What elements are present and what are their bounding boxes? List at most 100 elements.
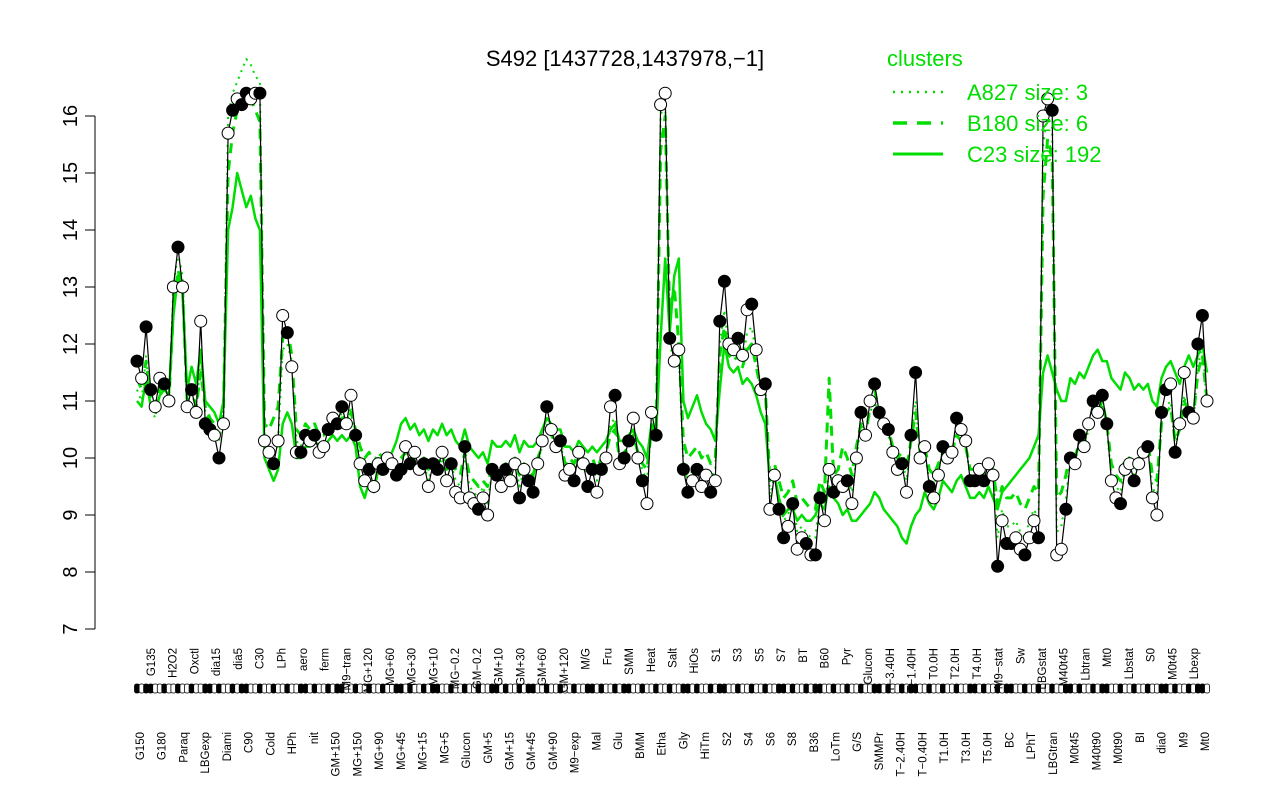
- x-tick-label: G180: [157, 732, 169, 760]
- data-point: [1104, 474, 1118, 488]
- data-point: [900, 485, 913, 499]
- x-tick-label: G135: [146, 648, 158, 676]
- data-point: [481, 508, 495, 522]
- data-point: [1077, 440, 1091, 454]
- data-point: [986, 468, 1000, 482]
- x-tick-label: Pyr: [841, 648, 853, 665]
- y-tick-label: 15: [60, 162, 82, 184]
- data-point: [845, 497, 859, 511]
- x-tick-label: T5.0H: [983, 732, 995, 763]
- data-point: [567, 474, 581, 488]
- x-tick-label: MG+150: [352, 732, 364, 776]
- y-tick-label: 8: [60, 566, 82, 577]
- data-point: [749, 343, 763, 357]
- x-tick-label: S4: [744, 731, 756, 746]
- data-point: [959, 434, 973, 448]
- x-tick-label: MG+90: [374, 732, 386, 770]
- data-point: [130, 354, 144, 368]
- data-point: [922, 480, 936, 493]
- data-point: [1068, 457, 1082, 471]
- x-tick-label: M9: [1178, 732, 1190, 748]
- legend-entry-label: B180 size: 6: [967, 111, 1088, 136]
- data-point: [535, 434, 549, 448]
- x-tick-label: S0: [1146, 648, 1158, 662]
- data-point: [663, 331, 677, 345]
- x-tick-label: GM+15: [505, 732, 517, 770]
- x-tick-label: M/G: [581, 648, 593, 670]
- x-tick-label: Sw: [1015, 647, 1027, 664]
- data-point: [1164, 377, 1178, 391]
- x-tick-label: Etha: [657, 731, 669, 755]
- data-point: [435, 445, 449, 459]
- x-tick-label: GM−0.2: [472, 648, 484, 689]
- data-point: [849, 451, 863, 465]
- x-tick-label: Mal: [591, 732, 603, 751]
- data-point: [135, 371, 149, 385]
- x-tick-label: MG−0.2: [450, 648, 462, 689]
- x-tick-label: T−3.40H: [885, 648, 897, 692]
- data-point: [339, 417, 353, 431]
- data-point: [604, 400, 617, 414]
- x-tick-label: T3.0H: [961, 732, 973, 763]
- x-tick-label: GM+150: [331, 732, 343, 776]
- x-tick-label: BMM: [635, 732, 647, 759]
- data-point: [1045, 103, 1059, 117]
- y-tick-label: 10: [60, 447, 82, 469]
- data-point: [881, 423, 895, 436]
- data-point: [777, 531, 791, 545]
- data-point: [840, 474, 854, 488]
- data-point: [995, 514, 1009, 528]
- x-tick-label: M9−exp: [570, 732, 582, 773]
- x-tick-label: GM+60: [537, 648, 549, 686]
- data-point: [344, 388, 358, 402]
- data-point: [285, 360, 299, 374]
- x-tick-label: GM+90: [548, 732, 560, 770]
- data-point: [872, 405, 886, 419]
- x-tick-label: T−0.40H: [917, 732, 929, 776]
- data-point: [189, 405, 203, 419]
- x-tick-label: Lbtran: [1081, 648, 1093, 681]
- data-point: [699, 468, 713, 482]
- x-tick-label: BT: [798, 648, 810, 663]
- x-tick-label: Glucon: [863, 648, 875, 684]
- data-point: [635, 474, 649, 488]
- x-tick-label: GM+30: [515, 648, 527, 686]
- x-tick-label: Lbexp: [1189, 648, 1201, 679]
- data-point: [1095, 388, 1109, 402]
- data-point: [1127, 474, 1141, 488]
- data-point: [631, 451, 645, 465]
- data-point: [522, 474, 536, 488]
- data-point: [271, 434, 285, 448]
- data-point: [708, 474, 722, 488]
- data-point: [157, 377, 171, 391]
- data-point: [526, 485, 540, 499]
- x-tick-label: dia5: [233, 648, 245, 670]
- data-point: [868, 377, 882, 391]
- data-point: [745, 297, 759, 311]
- data-point: [781, 519, 795, 533]
- data-point: [704, 485, 718, 499]
- y-tick-label: 12: [60, 333, 82, 355]
- x-tick-label: T−1.40H: [907, 648, 919, 692]
- data-point: [1114, 497, 1127, 511]
- x-tick-label: Mt0: [1102, 648, 1114, 667]
- data-point: [808, 548, 822, 562]
- x-tick-label: S2: [722, 732, 734, 746]
- data-point: [640, 497, 654, 511]
- data-point: [185, 383, 199, 397]
- data-point: [194, 314, 208, 328]
- data-point: [176, 280, 189, 294]
- x-tick-label: SMMPr: [874, 732, 886, 771]
- data-point: [658, 86, 672, 100]
- data-point: [540, 400, 554, 414]
- data-point: [444, 457, 458, 471]
- x-tick-label: T0.0H: [928, 648, 940, 679]
- x-tick-label: H2O2: [168, 648, 180, 678]
- x-tick-label: BI: [1135, 732, 1147, 743]
- x-tick-label: LBGstat: [1037, 647, 1049, 689]
- x-tick-label: M9−tran: [342, 648, 354, 691]
- x-tick-label: nit: [309, 731, 321, 744]
- x-tick-label: T1.0H: [939, 732, 951, 763]
- x-tick-label: GM+120: [559, 648, 571, 692]
